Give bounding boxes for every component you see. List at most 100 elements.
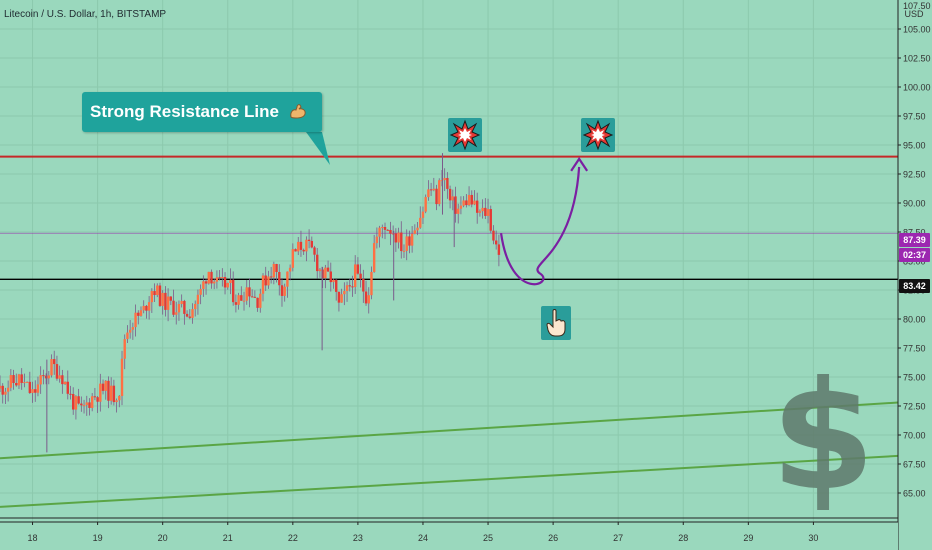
candle-body	[115, 400, 118, 403]
candle-body	[229, 279, 232, 283]
candle-body	[272, 263, 276, 278]
support-level-tag: 83.42	[899, 279, 930, 293]
price-tick-label: 107.50	[903, 1, 931, 11]
candle-body	[348, 285, 351, 287]
time-axis-background	[0, 522, 898, 550]
candle-body	[223, 277, 227, 288]
candle-body	[264, 275, 267, 286]
candle-body	[473, 200, 476, 205]
candle-body	[429, 189, 433, 191]
time-tick-label: 20	[158, 533, 168, 543]
price-tick-label: 70.00	[903, 431, 926, 441]
candle-body	[378, 227, 381, 237]
candle-body	[305, 239, 308, 252]
candle-body	[457, 208, 460, 214]
candle-body	[126, 332, 129, 340]
candlesticks	[0, 153, 501, 453]
candle-body	[147, 302, 151, 311]
candle-body	[44, 375, 48, 379]
candle-body	[85, 402, 88, 406]
candle-body	[137, 312, 140, 316]
candle-body	[82, 405, 86, 407]
price-tick-label: 77.50	[903, 344, 926, 354]
candle-body	[259, 293, 262, 308]
horizontal-levels	[0, 155, 898, 519]
candle-body	[221, 277, 224, 279]
candle-body	[288, 267, 292, 272]
candle-body	[299, 241, 303, 250]
candle-body	[93, 396, 97, 398]
candle-body	[280, 285, 284, 296]
projection-path	[499, 156, 589, 286]
candle-body	[231, 279, 235, 303]
price-tick-label: 87.50	[903, 228, 926, 238]
price-tick-label: 75.00	[903, 373, 926, 383]
candle-body	[370, 271, 373, 296]
candle-body	[253, 296, 257, 298]
candle-body	[120, 358, 124, 396]
trend-line	[0, 454, 899, 508]
candle-body	[419, 217, 422, 228]
candle-body	[427, 189, 430, 198]
candle-body	[435, 188, 438, 205]
candle-body	[451, 196, 454, 201]
candle-body	[286, 271, 289, 287]
price-tick-label: 92.50	[903, 170, 926, 180]
candle-body	[28, 381, 32, 393]
candle-body	[275, 263, 278, 273]
price-tick-label: 90.00	[903, 199, 926, 209]
candle-body	[61, 375, 64, 385]
candle-body	[23, 382, 26, 384]
chart-grid	[0, 0, 898, 522]
price-tick-label: 100.00	[903, 83, 931, 93]
candle-body	[486, 209, 490, 216]
candle-body	[39, 375, 42, 385]
candle-body	[316, 254, 319, 272]
candle-body	[0, 385, 2, 389]
candle-body	[34, 389, 37, 393]
candle-body	[164, 292, 167, 310]
candle-body	[278, 272, 281, 286]
candle-body	[131, 327, 135, 330]
candle-body	[438, 180, 441, 205]
pointing-up-hand-icon	[541, 306, 571, 340]
candle-body	[188, 316, 191, 318]
candle-body	[145, 305, 148, 311]
candle-body	[413, 230, 417, 234]
candle-body	[297, 241, 300, 252]
candle-body	[489, 209, 492, 231]
time-axis[interactable]: 18 19 20 21 22 23 24 25 26 27 28 29 30	[0, 521, 898, 550]
candle-body	[269, 276, 273, 278]
candle-body	[80, 403, 83, 406]
candle-body	[446, 177, 449, 189]
projection-arrowhead	[570, 156, 589, 172]
time-tick-label: 19	[93, 533, 103, 543]
candle-body	[90, 396, 94, 408]
time-tick-label: 23	[353, 533, 363, 543]
callout-pointer	[306, 132, 330, 165]
candle-body	[345, 285, 349, 292]
candle-body	[210, 271, 213, 284]
candle-body	[12, 375, 15, 384]
price-tick-label: 65.00	[903, 489, 926, 499]
candle-body	[440, 180, 444, 182]
candle-body	[242, 300, 246, 302]
candle-body	[150, 291, 154, 303]
candle-body	[166, 296, 170, 310]
candle-body	[212, 281, 216, 284]
candle-body	[307, 239, 311, 241]
candle-body	[321, 269, 324, 279]
candle-body	[283, 286, 286, 296]
candle-body	[359, 273, 362, 279]
candle-body	[481, 207, 484, 212]
candle-body	[248, 287, 251, 297]
time-tick-label: 25	[483, 533, 493, 543]
candle-body	[128, 329, 132, 333]
resistance-callout[interactable]: Strong Resistance Line	[82, 92, 322, 132]
candle-body	[467, 194, 471, 206]
price-tick-label: 105.00	[903, 25, 931, 35]
candle-body	[245, 287, 248, 301]
candle-body	[335, 279, 338, 292]
